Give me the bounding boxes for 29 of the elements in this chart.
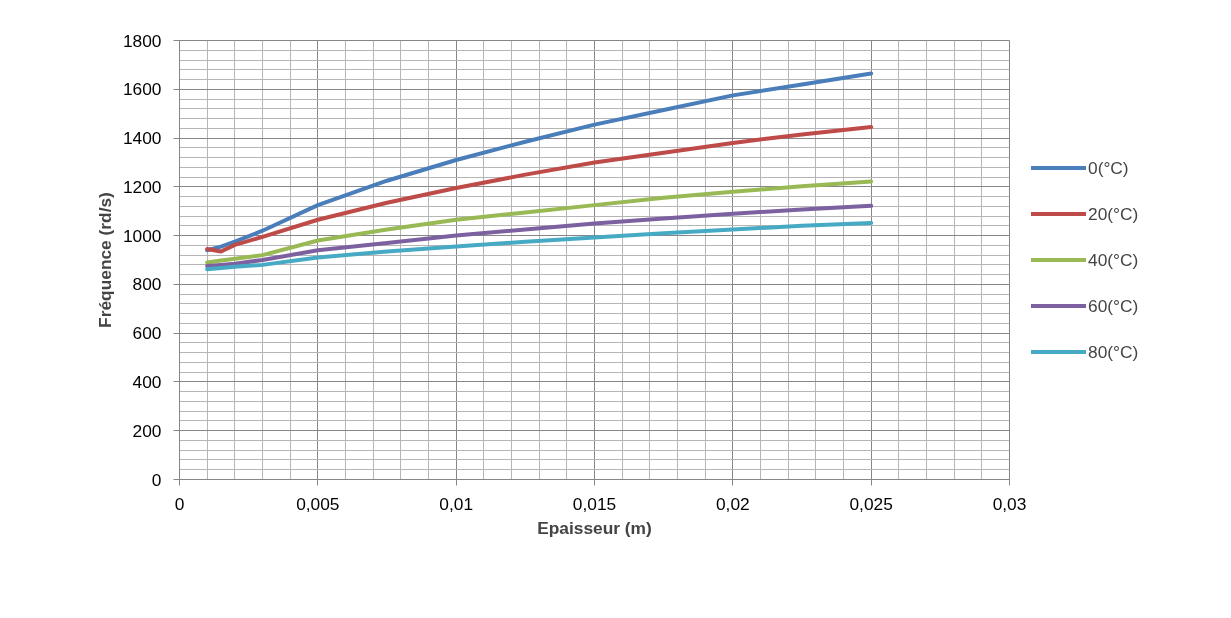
legend-label: 0(°C)	[1088, 157, 1129, 178]
y-tick-label: 1000	[122, 225, 162, 246]
x-tick-label: 0,015	[572, 493, 617, 514]
y-tick-label: 0	[151, 469, 162, 490]
y-tick-label: 1200	[122, 176, 162, 197]
x-tick-label: 0,03	[992, 493, 1027, 514]
y-tick-label: 400	[132, 371, 162, 392]
y-axis-title: Fréquence (rd/s)	[94, 192, 115, 328]
legend-label: 60(°C)	[1088, 295, 1139, 316]
x-tick-label: 0	[174, 493, 185, 514]
x-tick-label: 0,02	[715, 493, 750, 514]
x-tick-label: 0,025	[849, 493, 893, 514]
line-series	[205, 125, 874, 254]
legend-label: 40(°C)	[1088, 249, 1139, 270]
y-tick-label: 1400	[122, 128, 162, 149]
x-axis-title: Epaisseur (m)	[537, 517, 652, 538]
line-series	[205, 220, 874, 272]
line-series	[205, 179, 874, 265]
line-series	[205, 203, 874, 269]
y-tick-label: 200	[132, 420, 162, 441]
y-tick-label: 1800	[122, 30, 162, 51]
x-tick-label: 0,01	[439, 493, 474, 514]
y-tick-label: 800	[132, 274, 162, 295]
legend-label: 20(°C)	[1088, 203, 1139, 224]
y-tick-label: 600	[132, 323, 162, 344]
line-series	[205, 71, 874, 253]
legend-label: 80(°C)	[1088, 341, 1139, 362]
y-tick-label: 1600	[122, 79, 162, 100]
x-tick-label: 0,005	[296, 493, 340, 514]
